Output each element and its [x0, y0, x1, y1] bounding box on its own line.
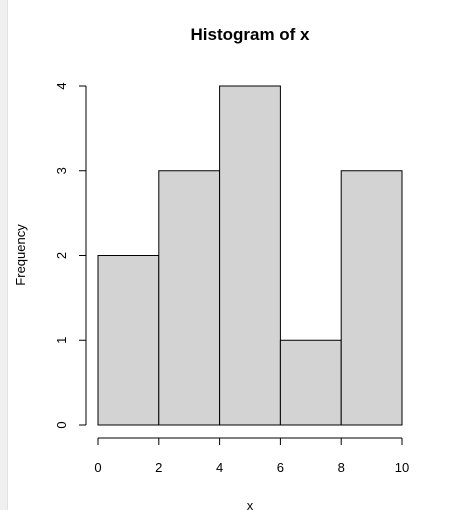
histogram-bar: [219, 85, 281, 426]
chart-title: Histogram of x: [190, 25, 310, 44]
y-axis: 0 1 2 3 4: [54, 82, 87, 429]
x-tick-label: 8: [338, 460, 345, 475]
window-left-edge: [0, 0, 8, 510]
histogram-bar: [279, 339, 342, 426]
y-tick-label: 1: [54, 337, 69, 344]
x-tick-label: 10: [395, 460, 409, 475]
x-tick-label: 4: [216, 460, 223, 475]
histogram-bar: [97, 255, 160, 426]
x-axis: 0 2 4 6 8 10: [94, 437, 409, 475]
x-tick-label: 6: [277, 460, 284, 475]
y-tick-label: 0: [54, 421, 69, 428]
histogram-bar: [340, 170, 403, 426]
bars-group: [97, 85, 403, 426]
x-tick-label: 2: [155, 460, 162, 475]
histogram-bar: [158, 170, 221, 426]
x-tick-label: 0: [94, 460, 101, 475]
y-tick-label: 3: [54, 167, 69, 174]
y-axis-label: Frequency: [13, 224, 28, 286]
x-axis-label: x: [247, 498, 254, 510]
y-tick-label: 2: [54, 252, 69, 259]
y-tick-label: 4: [54, 82, 69, 89]
